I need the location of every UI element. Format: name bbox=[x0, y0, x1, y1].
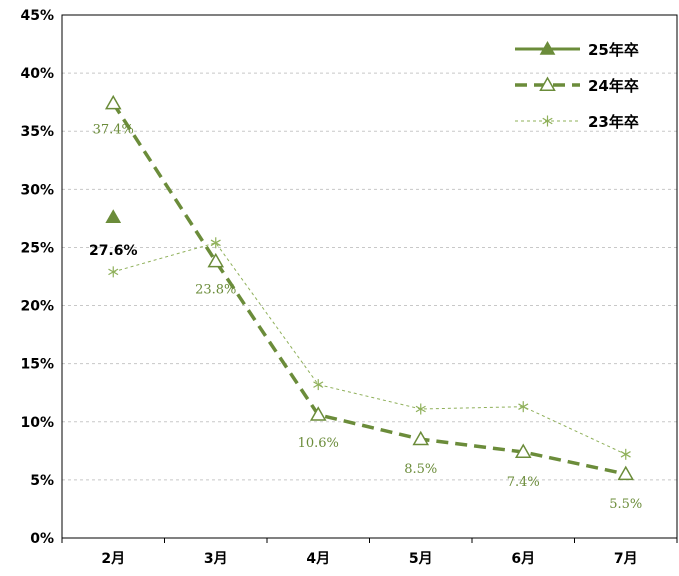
data-label: 27.6% bbox=[89, 243, 138, 259]
x-tick-label: 3月 bbox=[204, 551, 228, 567]
marker-open-triangle bbox=[539, 76, 556, 91]
gridlines bbox=[62, 14, 677, 481]
data-label: 23.8% bbox=[195, 282, 236, 297]
data-label: 10.6% bbox=[298, 436, 339, 451]
asterisk-stroke bbox=[542, 117, 553, 125]
asterisk-stroke bbox=[210, 239, 221, 247]
marker-open-triangle bbox=[412, 430, 430, 446]
axes: 0% 5% 10% 15% 20% 25% 30% 35% 40% 45% 2月 3月 4月 5月 6月 7月 bbox=[20, 8, 678, 567]
legend-item: 23年卒 bbox=[515, 113, 639, 131]
y-tick-label: 10% bbox=[20, 415, 54, 431]
data-label: 8.5% bbox=[404, 462, 437, 477]
legend: 25年卒 24年卒 23年卒 bbox=[515, 40, 639, 131]
y-tick-label: 45% bbox=[20, 8, 54, 24]
asterisk-stroke bbox=[313, 381, 324, 388]
y-tick-label: 20% bbox=[20, 299, 54, 315]
marker-filled-triangle bbox=[539, 40, 556, 55]
marker-asterisk bbox=[542, 115, 553, 127]
series bbox=[104, 94, 635, 481]
data-labels: 37.4% 23.8% 10.6% 8.5% 7.4% 5.5% 27.6% bbox=[89, 122, 642, 512]
series-line bbox=[111, 102, 627, 476]
x-tick-label: 4月 bbox=[306, 551, 330, 567]
y-tick-label: 15% bbox=[20, 357, 54, 373]
marker-filled-triangle bbox=[105, 209, 122, 223]
data-label: 37.4% bbox=[93, 122, 134, 137]
marker-open-triangle bbox=[514, 443, 532, 458]
asterisk-stroke bbox=[518, 403, 529, 410]
y-tick-label: 40% bbox=[20, 66, 54, 82]
marker-asterisk bbox=[415, 403, 426, 415]
marker-open-triangle bbox=[104, 94, 122, 110]
y-tick-label: 35% bbox=[20, 124, 54, 140]
data-label: 7.4% bbox=[507, 475, 540, 490]
asterisk-stroke bbox=[415, 405, 426, 413]
legend-label: 23年卒 bbox=[588, 113, 639, 131]
legend-label: 25年卒 bbox=[588, 41, 639, 59]
y-tick-label: 25% bbox=[20, 240, 54, 256]
x-tick-label: 6月 bbox=[511, 551, 535, 567]
data-label: 5.5% bbox=[609, 497, 642, 512]
legend-item: 24年卒 bbox=[515, 76, 639, 95]
asterisk-stroke bbox=[620, 451, 631, 458]
plot-border bbox=[61, 14, 678, 539]
x-tick-label: 5月 bbox=[409, 551, 433, 567]
marker-asterisk bbox=[620, 448, 631, 460]
marker-asterisk bbox=[210, 237, 221, 249]
y-tick-label: 0% bbox=[30, 531, 54, 547]
x-tick-label: 7月 bbox=[614, 551, 638, 567]
legend-item: 25年卒 bbox=[515, 40, 639, 59]
series-line bbox=[113, 242, 626, 455]
marker-open-triangle bbox=[309, 406, 327, 421]
marker-asterisk bbox=[518, 401, 529, 413]
y-tick-label: 5% bbox=[30, 473, 54, 489]
marker-asterisk bbox=[313, 379, 324, 391]
marker-asterisk bbox=[108, 266, 119, 278]
y-tick-label: 30% bbox=[20, 182, 54, 198]
marker-open-triangle bbox=[617, 465, 635, 481]
asterisk-stroke bbox=[108, 268, 119, 276]
x-tick-label: 2月 bbox=[101, 551, 125, 567]
marker-open-triangle bbox=[207, 252, 225, 268]
legend-label: 24年卒 bbox=[588, 77, 639, 95]
